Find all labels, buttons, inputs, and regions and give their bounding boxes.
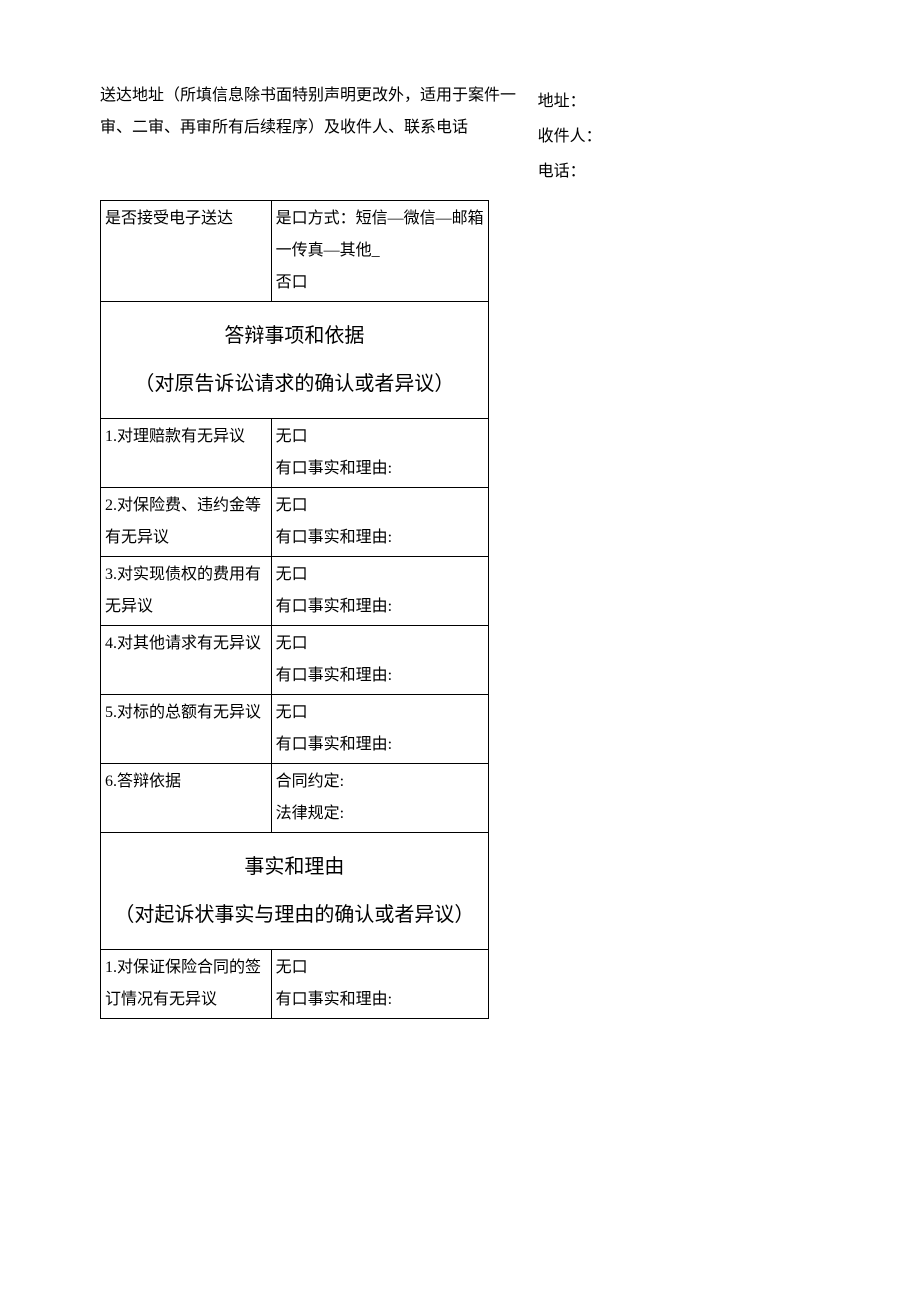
row-s1-6: 6.答辩依据 合同约定:法律规定: bbox=[101, 763, 489, 832]
section2-header: 事实和理由（对起诉状事实与理由的确认或者异议） bbox=[101, 832, 489, 949]
delivery-address-block: 送达地址（所填信息除书面特别声明更改外，适用于案件一审、二审、再审所有后续程序）… bbox=[100, 80, 820, 190]
row-s2-1: 1.对保证保险合同的签订情况有无异议 无口有口事实和理由: bbox=[101, 949, 489, 1018]
cell-s1-5-value: 无口有口事实和理由: bbox=[271, 694, 488, 763]
delivery-address-label: 送达地址（所填信息除书面特别声明更改外，适用于案件一审、二审、再审所有后续程序）… bbox=[100, 80, 538, 190]
row-section2-header: 事实和理由（对起诉状事实与理由的确认或者异议） bbox=[101, 832, 489, 949]
row-s1-2: 2.对保险费、违约金等有无异议 无口有口事实和理由: bbox=[101, 487, 489, 556]
row-s1-1: 1.对理赔款有无异议 无口有口事实和理由: bbox=[101, 418, 489, 487]
row-electronic-delivery: 是否接受电子送达 是口方式：短信—微信—邮箱一传真—其他_否口 bbox=[101, 200, 489, 301]
cell-s1-2-value: 无口有口事实和理由: bbox=[271, 487, 488, 556]
cell-s2-1-label: 1.对保证保险合同的签订情况有无异议 bbox=[101, 949, 272, 1018]
row-section1-header: 答辩事项和依据（对原告诉讼请求的确认或者异议） bbox=[101, 301, 489, 418]
cell-s1-4-value: 无口有口事实和理由: bbox=[271, 625, 488, 694]
cell-s1-3-value: 无口有口事实和理由: bbox=[271, 556, 488, 625]
cell-s1-6-value: 合同约定:法律规定: bbox=[271, 763, 488, 832]
section1-header: 答辩事项和依据（对原告诉讼请求的确认或者异议） bbox=[101, 301, 489, 418]
delivery-address-fields: 地址： 收件人： 电话： bbox=[538, 80, 820, 190]
cell-s1-2-label: 2.对保险费、违约金等有无异议 bbox=[101, 487, 272, 556]
address-label: 地址： bbox=[538, 84, 820, 119]
cell-s1-5-label: 5.对标的总额有无异议 bbox=[101, 694, 272, 763]
row-s1-5: 5.对标的总额有无异议 无口有口事实和理由: bbox=[101, 694, 489, 763]
cell-electronic-label: 是否接受电子送达 bbox=[101, 200, 272, 301]
row-s1-4: 4.对其他请求有无异议 无口有口事实和理由: bbox=[101, 625, 489, 694]
form-table: 是否接受电子送达 是口方式：短信—微信—邮箱一传真—其他_否口 答辩事项和依据（… bbox=[100, 200, 489, 1019]
cell-electronic-value: 是口方式：短信—微信—邮箱一传真—其他_否口 bbox=[271, 200, 488, 301]
cell-s1-1-value: 无口有口事实和理由: bbox=[271, 418, 488, 487]
phone-label: 电话： bbox=[538, 154, 820, 189]
row-s1-3: 3.对实现债权的费用有无异议 无口有口事实和理由: bbox=[101, 556, 489, 625]
cell-s2-1-value: 无口有口事实和理由: bbox=[271, 949, 488, 1018]
cell-s1-4-label: 4.对其他请求有无异议 bbox=[101, 625, 272, 694]
cell-s1-6-label: 6.答辩依据 bbox=[101, 763, 272, 832]
cell-s1-1-label: 1.对理赔款有无异议 bbox=[101, 418, 272, 487]
recipient-label: 收件人： bbox=[538, 119, 820, 154]
cell-s1-3-label: 3.对实现债权的费用有无异议 bbox=[101, 556, 272, 625]
